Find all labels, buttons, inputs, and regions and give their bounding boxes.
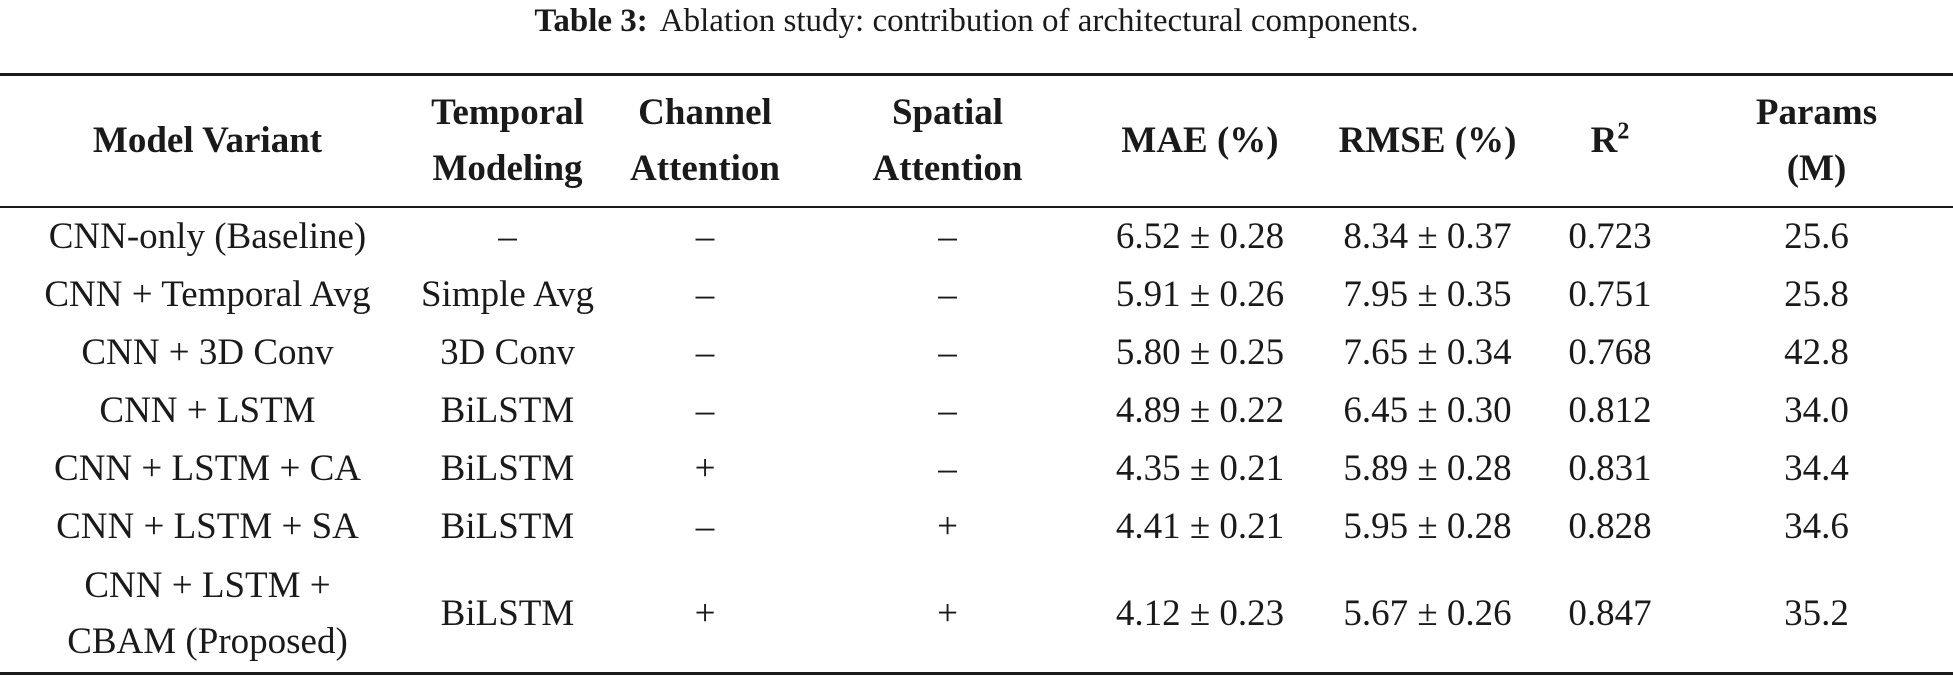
cell-channel: – [695,332,715,373]
table-row: CNN + LSTM + SA BiLSTM – + 4.41 ± 0.21 5… [0,498,1953,556]
cell-params: 25.8 [1784,274,1849,315]
cell-mae: 4.12 ± 0.23 [1115,593,1285,634]
header-channel-line2: Attention [629,148,781,189]
cell-temporal: BiLSTM [440,593,575,634]
header-model-variant: Model Variant [0,74,415,208]
cell-temporal: BiLSTM [440,506,575,547]
cell-model: CNN + LSTM + CA [54,448,361,489]
caption-text: Ablation study: contribution of architec… [659,3,1419,39]
cell-params: 34.6 [1784,506,1849,547]
header-temporal-line2: Modeling [432,148,583,189]
cell-temporal: 3D Conv [440,332,575,373]
cell-params: 42.8 [1784,332,1849,373]
header-temporal-line1: Temporal [431,92,584,133]
table-row: CNN + LSTM + CA BiLSTM + – 4.35 ± 0.21 5… [0,440,1953,498]
cell-model-line2: CBAM (Proposed) [67,621,348,662]
cell-channel: – [695,274,715,315]
header-mae: MAE (%) [1085,74,1315,208]
cell-spatial: – [938,332,957,373]
header-channel-line1: Channel [638,92,772,133]
header-rmse: RMSE (%) [1315,74,1540,208]
cell-model: CNN + 3D Conv [81,332,334,373]
cell-mae: 4.35 ± 0.21 [1115,448,1285,489]
cell-model: CNN-only (Baseline) [48,216,367,257]
cell-spatial: + [937,593,958,634]
cell-params: 25.6 [1784,216,1849,257]
cell-mae: 5.91 ± 0.26 [1115,274,1285,315]
cell-temporal: BiLSTM [440,390,575,431]
cell-params: 34.0 [1784,390,1849,431]
cell-channel: – [695,390,715,431]
cell-rmse: 7.65 ± 0.34 [1343,332,1512,373]
header-spatial-line2: Attention [872,148,1023,189]
table-row: CNN + LSTM BiLSTM – – 4.89 ± 0.22 6.45 ±… [0,382,1953,440]
cell-model: CNN + LSTM + CBAM (Proposed) [0,556,415,674]
table-row: CNN-only (Baseline) – – – 6.52 ± 0.28 8.… [0,207,1953,266]
cell-rmse: 5.67 ± 0.26 [1343,593,1512,634]
cell-r2: 0.751 [1568,274,1652,315]
cell-rmse: 5.95 ± 0.28 [1343,506,1512,547]
table-row: CNN + LSTM + CBAM (Proposed) BiLSTM + + … [0,556,1953,674]
header-row: Model Variant Temporal Modeling Channel … [0,74,1953,208]
header-spatial-attention: Spatial Attention [810,74,1085,208]
caption-label: Table 3: [534,3,648,39]
header-channel-attention: Channel Attention [600,74,810,208]
cell-params: 35.2 [1784,593,1849,634]
header-r2-base: R [1590,120,1618,161]
cell-temporal: BiLSTM [440,448,575,489]
cell-rmse: 8.34 ± 0.37 [1343,216,1512,257]
cell-model: CNN + LSTM + SA [56,506,359,547]
cell-r2: 0.812 [1568,390,1652,431]
cell-r2: 0.723 [1568,216,1652,257]
cell-r2: 0.831 [1568,448,1652,489]
cell-r2: 0.847 [1568,593,1652,634]
cell-params: 34.4 [1784,448,1849,489]
cell-spatial: – [938,448,957,489]
cell-mae: 4.89 ± 0.22 [1115,390,1285,431]
cell-temporal: Simple Avg [420,274,595,315]
cell-mae: 5.80 ± 0.25 [1115,332,1285,373]
cell-mae: 6.52 ± 0.28 [1115,216,1285,257]
cell-temporal: – [498,216,517,257]
table-row: CNN + 3D Conv 3D Conv – – 5.80 ± 0.25 7.… [0,324,1953,382]
cell-spatial: – [938,216,957,257]
header-temporal-modeling: Temporal Modeling [415,74,600,208]
cell-spatial: – [938,274,957,315]
header-r2: R2 [1540,74,1680,208]
header-r2-superscript: 2 [1617,118,1630,145]
table-row: CNN + Temporal Avg Simple Avg – – 5.91 ±… [0,266,1953,324]
cell-channel: + [694,448,716,489]
cell-r2: 0.828 [1568,506,1652,547]
cell-mae: 4.41 ± 0.21 [1115,506,1285,547]
cell-spatial: – [938,390,957,431]
cell-model-line1: CNN + LSTM + [84,565,331,606]
cell-rmse: 7.95 ± 0.35 [1343,274,1512,315]
ablation-table: Model Variant Temporal Modeling Channel … [0,73,1953,675]
cell-rmse: 5.89 ± 0.28 [1343,448,1512,489]
cell-channel: + [694,593,716,634]
header-params-line1: Params [1755,92,1878,133]
header-params: Params (M) [1680,74,1953,208]
cell-model: CNN + Temporal Avg [44,274,371,315]
cell-channel: – [695,506,715,547]
cell-spatial: + [937,506,958,547]
cell-channel: – [695,216,715,257]
cell-rmse: 6.45 ± 0.30 [1343,390,1512,431]
cell-model: CNN + LSTM [99,390,316,431]
table-caption: Table 3: Ablation study: contribution of … [0,0,1953,44]
header-params-line2: (M) [1786,148,1847,189]
header-spatial-line1: Spatial [891,92,1004,133]
cell-r2: 0.768 [1568,332,1652,373]
